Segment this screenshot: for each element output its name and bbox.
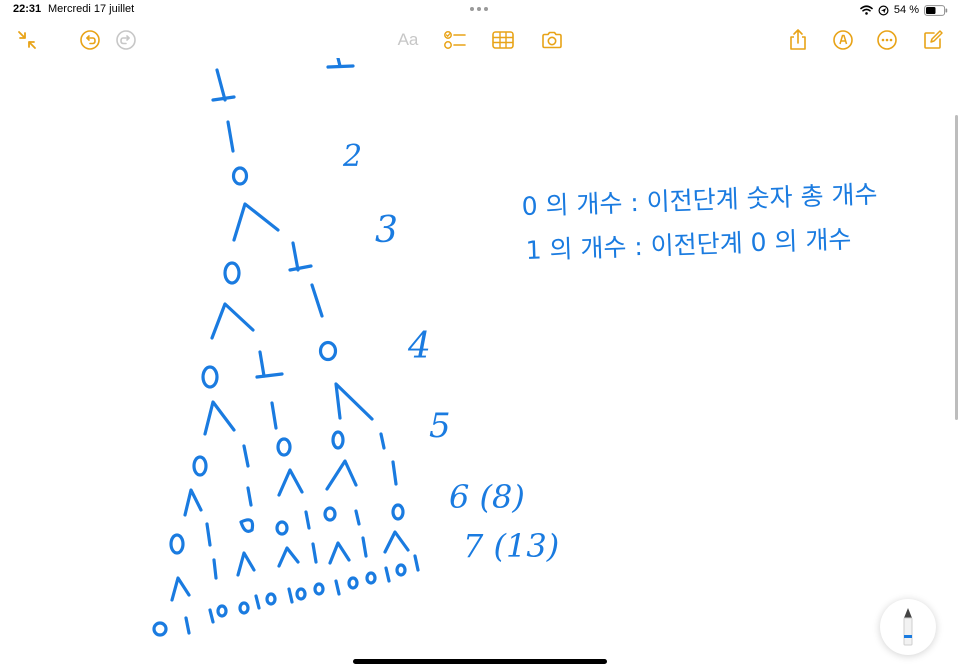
notes-toolbar: Aa [0,22,960,58]
battery-percentage: 54 % [893,4,919,16]
text-format-icon: Aa [397,30,419,49]
status-bar: 22:31 Mercredi 17 juillet 54 % [0,0,960,20]
rule-one-count: 1 의 개수 : 이전단계 0 의 개수 [525,225,852,265]
more-button[interactable] [873,26,901,54]
status-indicators: 54 % [860,2,948,18]
battery-icon [924,4,948,16]
markup-button[interactable] [829,26,857,54]
more-icon [877,30,897,50]
multitasking-dots[interactable] [470,5,490,13]
undo-icon [80,30,100,50]
collapse-icon [18,31,36,49]
redo-icon [116,30,136,50]
collapse-button[interactable] [13,26,41,54]
compose-icon [924,30,943,49]
handwriting-layer: 2 3 4 5 6 (8) 7 (13) 0 의 개수 : 이전단계 숫자 총 … [152,58,878,637]
share-icon [790,29,806,50]
level-number-2: 2 [342,139,362,174]
undo-button[interactable] [76,26,104,54]
checklist-icon [444,31,466,49]
level-number-7: 7 (13) [463,527,559,565]
home-indicator[interactable] [353,659,607,664]
notes-text: 2 3 4 5 6 (8) 7 (13) 0 의 개수 : 이전단계 숫자 총 … [342,139,878,565]
level-number-3: 3 [375,210,398,251]
drawing-canvas[interactable]: 2 3 4 5 6 (8) 7 (13) 0 의 개수 : 이전단계 숫자 총 … [0,58,960,671]
binary-tree-sketch [152,58,420,637]
pen-icon [903,608,913,646]
compose-button[interactable] [919,26,947,54]
status-time: 22:31 [13,3,42,15]
markup-icon [833,30,853,50]
text-format-button[interactable]: Aa [393,26,423,54]
vertical-scrollbar[interactable] [955,115,958,420]
rule-zero-count: 0 의 개수 : 이전단계 숫자 총 개수 [521,180,878,221]
level-number-5: 5 [429,406,451,446]
table-button[interactable] [489,26,517,54]
wifi-icon [860,5,873,15]
table-icon [492,31,514,49]
pencil-tool-button[interactable] [880,599,936,655]
share-button[interactable] [784,26,812,54]
status-date: Mercredi 17 juillet [48,3,135,15]
camera-icon [542,31,562,49]
level-number-6: 6 (8) [449,478,525,516]
camera-button[interactable] [538,26,566,54]
level-number-4: 4 [407,326,431,367]
location-icon [878,4,889,16]
redo-button[interactable] [112,26,140,54]
checklist-button[interactable] [441,26,469,54]
